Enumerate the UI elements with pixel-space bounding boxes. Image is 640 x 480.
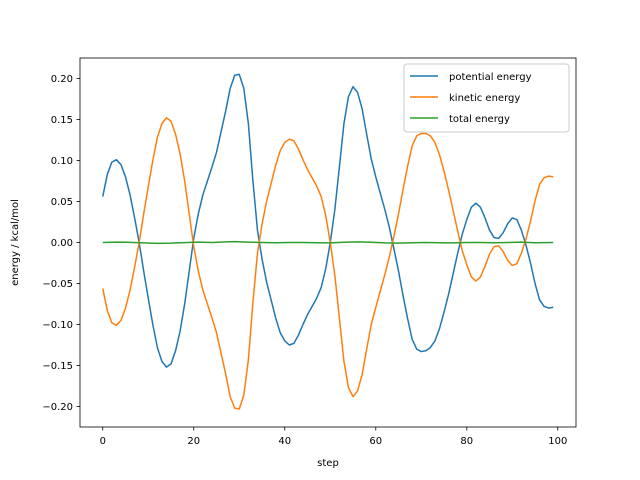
- y-tick-label: 0.20: [51, 74, 73, 85]
- series-layer: [102, 73, 554, 410]
- y-tick-label: 0.15: [51, 115, 73, 126]
- x-axis-title: step: [317, 458, 339, 469]
- legend-frame: [403, 63, 570, 133]
- legend: potential energy kinetic energy total en…: [403, 63, 570, 133]
- x-tick-label: 0: [100, 436, 106, 447]
- x-tick-label: 40: [278, 436, 291, 447]
- y-tick-label: 0.00: [51, 238, 73, 249]
- y-tick-label: 0.05: [51, 197, 73, 208]
- x-tick-label: 20: [187, 436, 200, 447]
- y-tick-label: −0.20: [42, 402, 73, 413]
- series-line-total-energy: [102, 240, 554, 245]
- y-axis-ticks: −0.20 −0.15 −0.10 −0.05 0.00 0.05 0.10 0.15 0.20: [42, 74, 80, 413]
- y-tick-label: −0.10: [42, 320, 73, 331]
- legend-label-potential: potential energy: [449, 72, 532, 83]
- y-tick-label: −0.05: [42, 279, 73, 290]
- x-tick-label: 100: [548, 436, 567, 447]
- series-line-potential-energy: [102, 73, 554, 368]
- series-line-kinetic-energy: [102, 117, 554, 410]
- y-axis-title: energy / kcal/mol: [10, 199, 21, 286]
- y-tick-label: −0.15: [42, 361, 73, 372]
- x-axis-ticks: 0 20 40 60 80 100: [100, 427, 567, 447]
- legend-label-kinetic: kinetic energy: [449, 93, 520, 104]
- x-tick-label: 80: [460, 436, 473, 447]
- legend-label-total: total energy: [449, 114, 510, 125]
- x-tick-label: 60: [369, 436, 382, 447]
- y-tick-label: 0.10: [51, 156, 73, 167]
